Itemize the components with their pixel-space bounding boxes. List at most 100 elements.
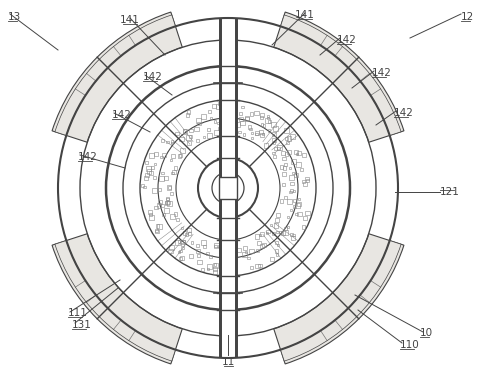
Bar <box>282 151 285 155</box>
Bar <box>283 172 286 176</box>
Bar <box>162 213 165 216</box>
Bar <box>141 184 144 187</box>
Bar <box>208 110 211 113</box>
Bar <box>231 272 234 275</box>
Bar <box>263 124 265 126</box>
Bar <box>279 231 282 234</box>
Bar <box>214 130 219 135</box>
Bar <box>187 141 191 145</box>
Bar <box>277 145 282 150</box>
Bar <box>274 249 278 253</box>
Bar <box>148 210 152 214</box>
Bar <box>256 132 258 135</box>
Bar <box>303 182 307 186</box>
Bar <box>145 173 149 178</box>
Bar <box>170 214 175 219</box>
Bar <box>164 176 168 180</box>
Bar <box>170 159 172 161</box>
Bar <box>226 110 230 115</box>
Bar <box>270 224 272 226</box>
Wedge shape <box>274 234 404 364</box>
Bar <box>223 266 225 269</box>
Bar <box>179 137 184 141</box>
Bar <box>155 229 158 232</box>
Bar <box>181 227 183 229</box>
Bar <box>165 201 170 206</box>
Bar <box>224 130 226 132</box>
Bar <box>235 121 237 123</box>
Bar <box>260 244 264 248</box>
Bar <box>156 229 158 233</box>
Bar <box>207 128 210 131</box>
Bar <box>201 115 206 119</box>
Bar <box>297 151 301 156</box>
Text: 13: 13 <box>8 12 21 22</box>
Bar <box>260 113 264 116</box>
Bar <box>276 231 279 233</box>
Bar <box>178 251 180 253</box>
Bar <box>273 147 277 150</box>
Bar <box>289 175 294 179</box>
Bar <box>181 240 185 244</box>
Bar <box>183 231 186 235</box>
Bar <box>207 133 212 138</box>
Bar <box>296 153 298 155</box>
Text: 142: 142 <box>372 68 392 78</box>
Bar <box>167 201 172 206</box>
Bar <box>239 112 242 115</box>
Bar <box>154 206 157 209</box>
Bar <box>272 141 275 144</box>
Bar <box>157 224 162 229</box>
Bar <box>243 134 245 135</box>
Bar <box>189 129 193 132</box>
Bar <box>217 122 219 124</box>
Bar <box>267 117 269 119</box>
Bar <box>152 188 157 193</box>
Bar <box>260 133 264 137</box>
Bar <box>284 163 287 166</box>
Text: 10: 10 <box>420 328 433 338</box>
Bar <box>242 252 246 257</box>
Bar <box>173 166 177 170</box>
Bar <box>271 122 276 127</box>
Bar <box>176 218 179 221</box>
Text: 131: 131 <box>72 320 92 330</box>
Bar <box>203 136 205 138</box>
Bar <box>302 179 305 182</box>
Bar <box>250 266 253 269</box>
Bar <box>232 259 237 264</box>
Bar <box>251 132 254 134</box>
Bar <box>149 213 152 216</box>
Bar <box>223 125 226 127</box>
Bar <box>287 226 289 228</box>
Bar <box>277 244 279 246</box>
Bar <box>282 183 285 186</box>
Bar <box>156 224 159 228</box>
Bar <box>151 166 154 169</box>
Bar <box>169 245 174 250</box>
Bar <box>158 188 161 191</box>
Bar <box>289 167 291 169</box>
Bar <box>175 240 180 245</box>
Bar <box>194 126 199 131</box>
Bar <box>175 132 179 135</box>
Bar <box>149 215 154 220</box>
Bar <box>149 153 154 158</box>
Bar <box>292 234 295 236</box>
Bar <box>284 227 287 230</box>
Bar <box>250 248 254 253</box>
Bar <box>161 172 164 175</box>
Bar <box>245 251 247 253</box>
Bar <box>262 133 264 135</box>
Bar <box>245 116 249 120</box>
Bar <box>145 161 148 163</box>
Bar <box>157 203 161 208</box>
Bar <box>189 135 192 138</box>
Bar <box>213 120 216 123</box>
Bar <box>265 119 270 123</box>
Text: 142: 142 <box>337 35 357 45</box>
Bar <box>220 20 236 356</box>
Bar <box>216 104 221 109</box>
Bar <box>290 134 295 139</box>
Bar <box>240 121 244 125</box>
